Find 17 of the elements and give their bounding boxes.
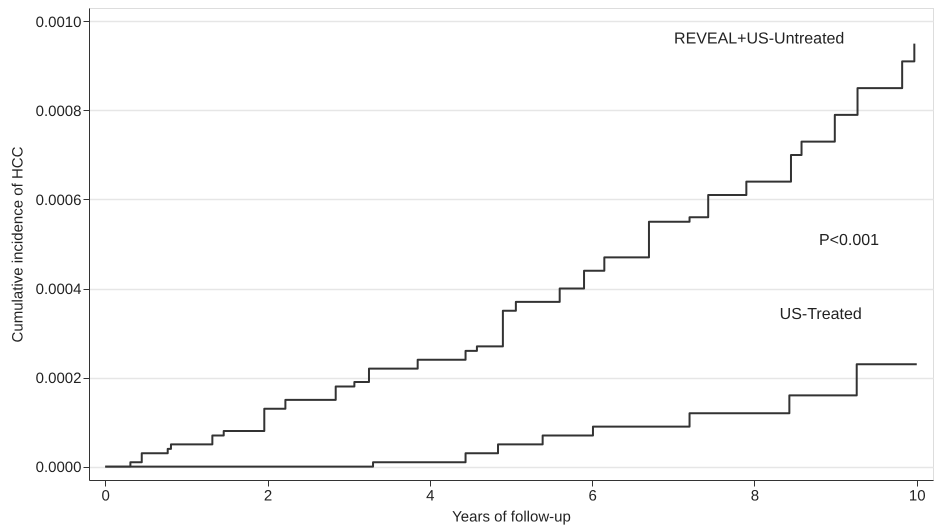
y-tick-label: 0.0010 [36,14,82,31]
x-tick-label: 10 [908,488,926,504]
y-axis-title: Cumulative incidence of HCC [10,146,27,342]
y-tick-label: 0.0006 [36,192,82,209]
y-tick-label: 0.0008 [36,102,82,120]
text: REVEAL+US-Untreated [674,30,844,48]
x-tick-label: 2 [264,488,272,504]
x-tick-label: 8 [750,488,760,504]
y-tick-label: 0.0004 [36,281,82,298]
x-tick-label: 4 [426,488,435,504]
y-tick-label: 0.0002 [36,370,82,388]
x-tick-label: 0 [102,488,110,504]
text: US-Treated [780,306,862,324]
x-tick-label: 6 [588,488,597,504]
annotation: P<0.001 [818,232,880,249]
x-axis-title: Years of follow-up [452,508,571,526]
y-tick-label: 0.0000 [36,459,82,476]
